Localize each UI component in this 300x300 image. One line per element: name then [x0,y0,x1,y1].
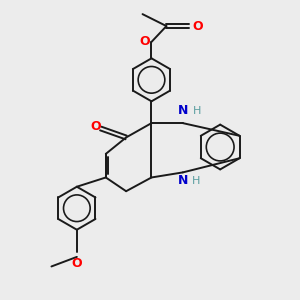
Text: O: O [192,20,203,33]
Text: N: N [178,103,188,117]
Text: H: H [192,106,201,116]
Text: O: O [71,257,82,270]
Text: N: N [178,174,188,187]
Text: H: H [192,176,200,186]
Text: O: O [90,120,101,133]
Text: O: O [140,35,150,48]
